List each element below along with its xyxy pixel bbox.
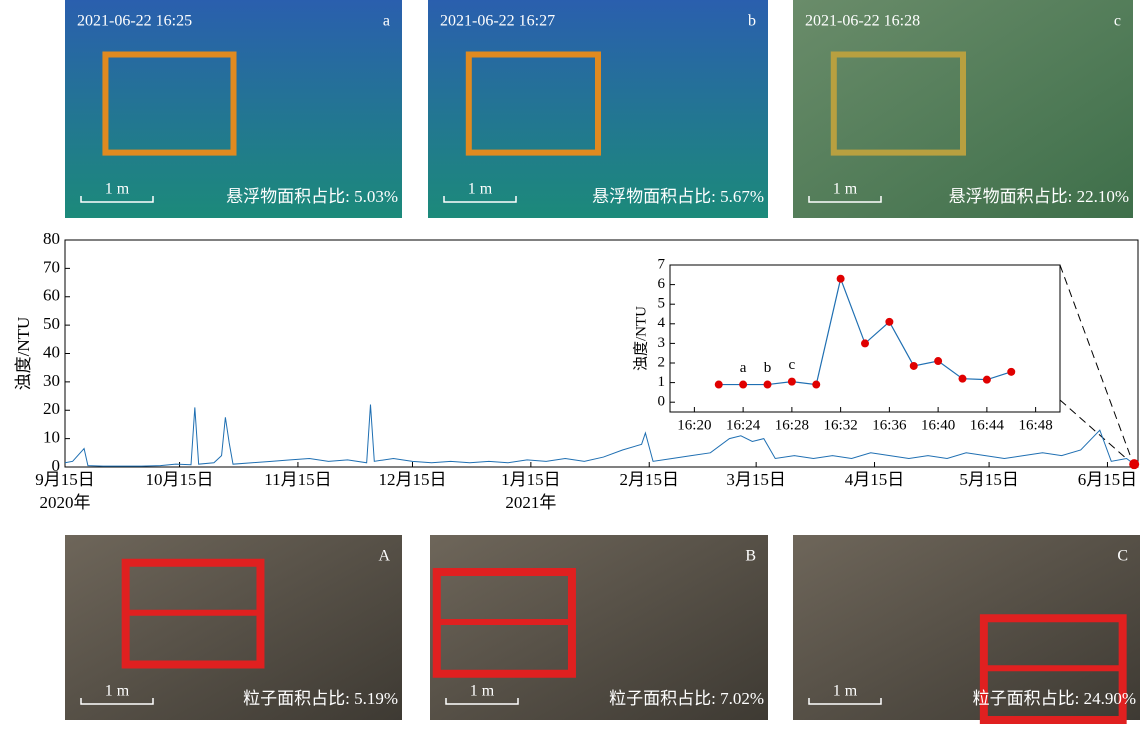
inset-background xyxy=(670,265,1060,412)
scale-label: 1 m xyxy=(468,181,493,198)
data-point xyxy=(885,318,893,326)
data-point xyxy=(788,378,796,386)
y-axis-label: 浊度/NTU xyxy=(14,317,33,391)
y-tick-label: 2 xyxy=(658,354,666,370)
caption: 粒子面积占比: 24.90% xyxy=(973,689,1136,708)
photo-panel: C 1 m 粒子面积占比: 24.90% xyxy=(793,535,1140,720)
data-point xyxy=(934,357,942,365)
highlight-point xyxy=(1129,459,1139,469)
y-tick-label: 80 xyxy=(43,229,60,248)
x-tick-label: 4月15日 xyxy=(845,470,905,489)
panel-letter: b xyxy=(748,13,756,30)
zoom-guide xyxy=(1060,400,1128,460)
y-tick-label: 7 xyxy=(658,256,666,272)
y-tick-label: 0 xyxy=(658,394,666,410)
year-label: 2021年 xyxy=(505,493,556,512)
y-axis-label: 浊度/NTU xyxy=(632,306,649,371)
scale-label: 1 m xyxy=(105,181,130,198)
photo-panel: 2021-06-22 16:27 b 1 m 悬浮物面积占比: 5.67% xyxy=(428,0,768,218)
x-tick-label: 16:48 xyxy=(1019,417,1053,433)
panel-letter: B xyxy=(745,548,756,565)
y-tick-label: 10 xyxy=(43,428,60,447)
scale-label: 1 m xyxy=(105,683,130,700)
point-label: b xyxy=(764,360,772,376)
data-point xyxy=(910,362,918,370)
timestamp: 2021-06-22 16:27 xyxy=(440,13,555,30)
x-tick-label: 3月15日 xyxy=(726,470,786,489)
caption: 悬浮物面积占比: 5.67% xyxy=(592,187,764,206)
data-point xyxy=(1007,368,1015,376)
y-tick-label: 60 xyxy=(43,286,60,305)
scale-label: 1 m xyxy=(833,683,858,700)
x-tick-label: 6月15日 xyxy=(1078,470,1138,489)
data-point xyxy=(959,375,967,383)
y-tick-label: 20 xyxy=(43,399,60,418)
y-tick-label: 1 xyxy=(658,374,666,390)
panel-letter: C xyxy=(1117,548,1128,565)
y-tick-label: 6 xyxy=(658,276,666,292)
x-tick-label: 10月15日 xyxy=(146,470,214,489)
y-tick-label: 50 xyxy=(43,314,60,333)
caption: 悬浮物面积占比: 5.03% xyxy=(226,187,398,206)
x-tick-label: 11月15日 xyxy=(264,470,331,489)
timestamp: 2021-06-22 16:28 xyxy=(805,13,920,30)
photo-panel: B 1 m 粒子面积占比: 7.02% xyxy=(430,535,768,720)
zoom-guide xyxy=(1060,265,1130,455)
y-tick-label: 3 xyxy=(658,335,666,351)
x-tick-label: 16:44 xyxy=(970,417,1005,433)
data-line xyxy=(65,405,1134,467)
year-label: 2020年 xyxy=(40,493,91,512)
panel-letter: c xyxy=(1114,13,1121,30)
point-label: c xyxy=(789,357,796,373)
data-point xyxy=(983,376,991,384)
scale-label: 1 m xyxy=(833,181,858,198)
x-tick-label: 16:36 xyxy=(872,417,907,433)
caption: 粒子面积占比: 5.19% xyxy=(243,689,398,708)
photo-panel: 2021-06-22 16:25 a 1 m 悬浮物面积占比: 5.03% xyxy=(65,0,402,218)
data-point xyxy=(764,381,772,389)
y-tick-label: 70 xyxy=(43,257,60,276)
x-tick-label: 9月15日 xyxy=(35,470,95,489)
x-tick-label: 16:40 xyxy=(921,417,955,433)
caption: 悬浮物面积占比: 22.10% xyxy=(949,187,1129,206)
point-label: a xyxy=(740,360,747,376)
x-tick-label: 5月15日 xyxy=(959,470,1019,489)
timestamp: 2021-06-22 16:25 xyxy=(77,13,192,30)
x-tick-label: 16:20 xyxy=(677,417,711,433)
scale-label: 1 m xyxy=(470,683,495,700)
x-tick-label: 1月15日 xyxy=(501,470,561,489)
panel-letter: A xyxy=(378,548,390,565)
x-tick-label: 2月15日 xyxy=(619,470,679,489)
y-tick-label: 40 xyxy=(43,342,60,361)
caption: 粒子面积占比: 7.02% xyxy=(609,689,764,708)
x-tick-label: 12月15日 xyxy=(378,470,446,489)
x-tick-label: 16:24 xyxy=(726,417,761,433)
data-point xyxy=(715,381,723,389)
data-point xyxy=(861,339,869,347)
data-point xyxy=(739,381,747,389)
x-tick-label: 16:32 xyxy=(824,417,858,433)
y-tick-label: 4 xyxy=(658,315,666,331)
figure: 2021-06-22 16:25a1 m悬浮物面积占比: 5.03%2021-0… xyxy=(0,0,1145,747)
y-tick-label: 5 xyxy=(658,296,666,312)
data-point xyxy=(837,275,845,283)
data-point xyxy=(812,381,820,389)
photo-panel: 2021-06-22 16:28 c 1 m 悬浮物面积占比: 22.10% xyxy=(793,0,1133,218)
photo-panel: A 1 m 粒子面积占比: 5.19% xyxy=(65,535,402,720)
x-tick-label: 16:28 xyxy=(775,417,809,433)
y-tick-label: 30 xyxy=(43,371,60,390)
panel-letter: a xyxy=(383,13,390,30)
